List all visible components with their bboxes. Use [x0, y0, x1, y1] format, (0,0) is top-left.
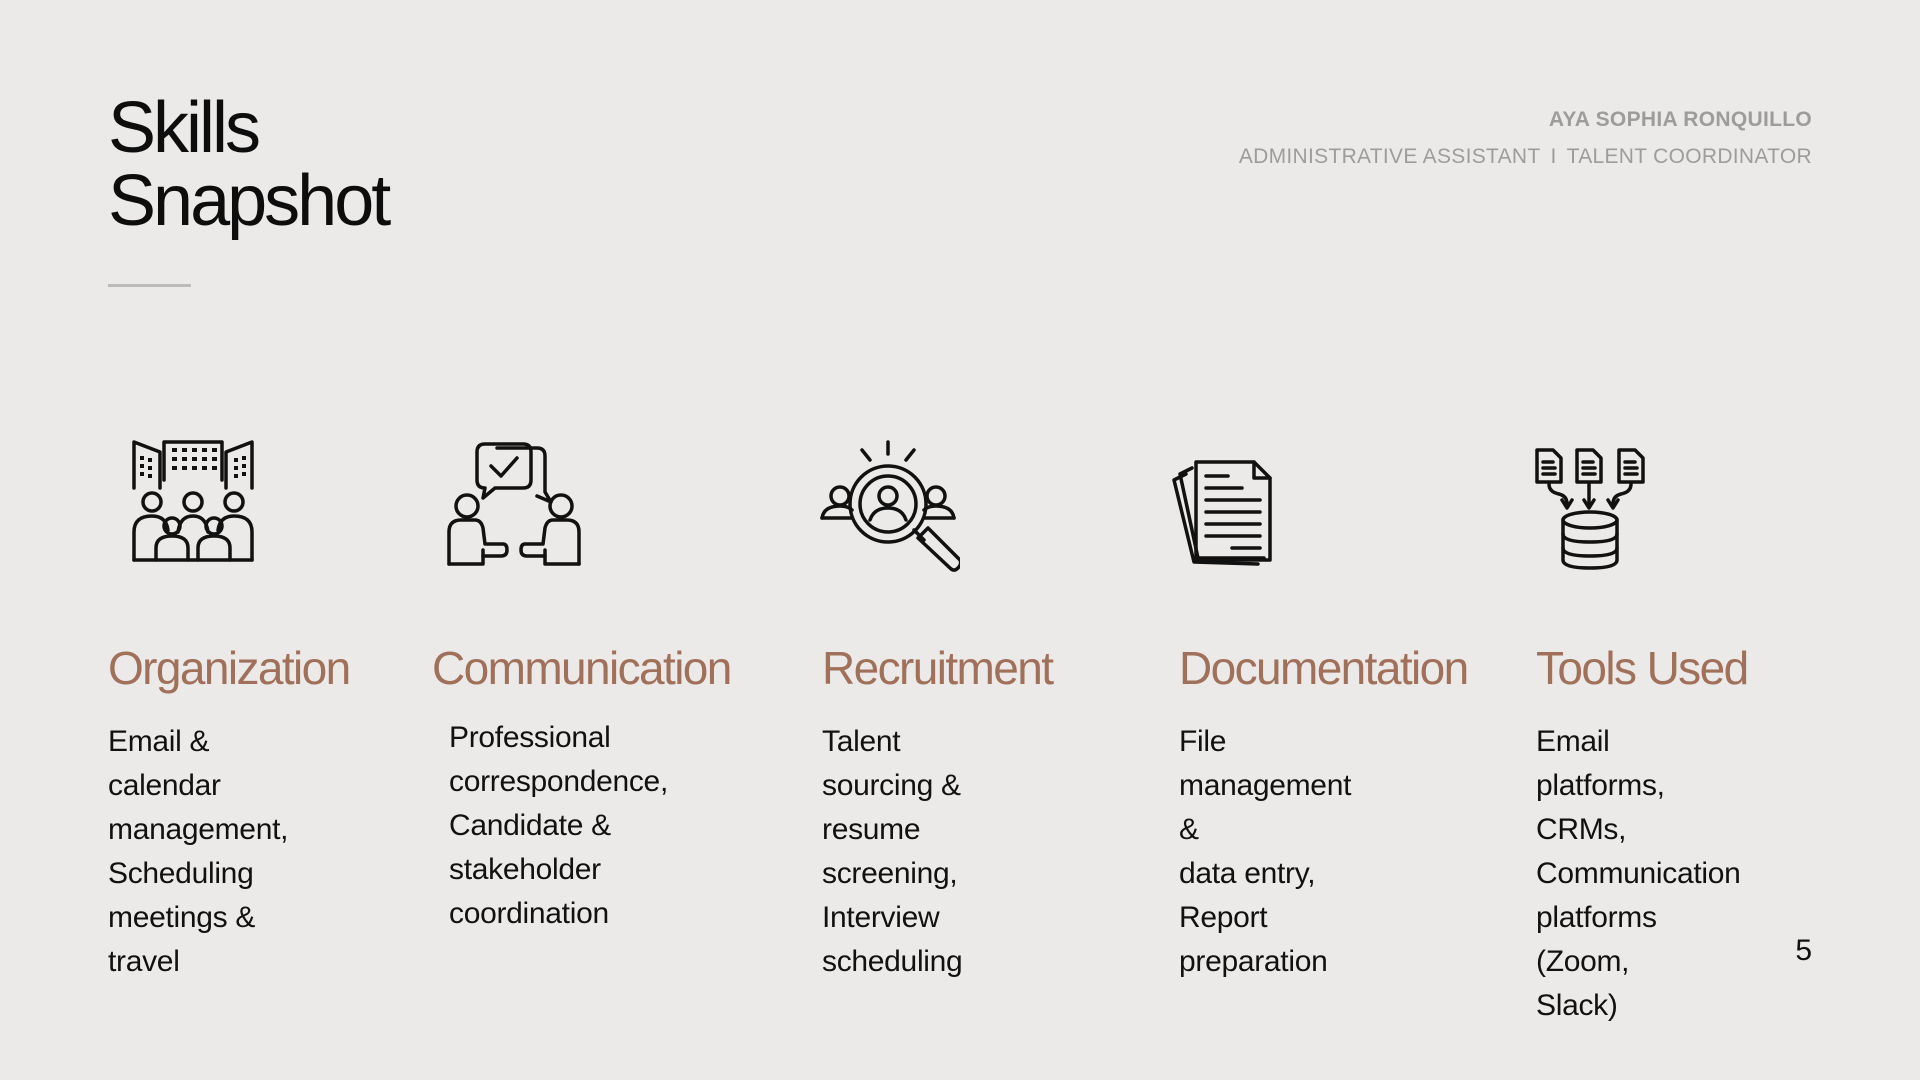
desc-line: correspondence, [449, 765, 668, 798]
desc-line: Candidate & stakeholder [449, 809, 611, 886]
files-to-database-icon [1535, 448, 1647, 572]
desc-line: Interview scheduling [822, 901, 963, 978]
title-line-2: Snapshot [108, 161, 391, 241]
role-admin-assistant: ADMINISTRATIVE ASSISTANT [1238, 145, 1541, 168]
desc-line: Email & calendar [108, 725, 221, 802]
page-number: 5 [1795, 934, 1812, 967]
desc-line: coordination [449, 897, 609, 930]
magnifier-people-icon [820, 440, 960, 572]
conversation-check-icon [447, 440, 581, 568]
skill-title-recruitment: Recruitment [822, 642, 1054, 694]
header-meta: AYA SOPHIA RONQUILLO ADMINISTRATIVE ASSI… [1239, 106, 1812, 171]
skill-title-organization: Organization [108, 642, 351, 694]
skill-desc-tools-used: Email platforms, CRMs, Communication pla… [1536, 720, 1741, 1028]
desc-line: Communication [1536, 857, 1741, 890]
title-line-1: Skills [108, 88, 261, 168]
desc-line: Talent sourcing & [822, 725, 961, 802]
skill-desc-organization: Email & calendar management, Scheduling … [108, 720, 288, 984]
skill-desc-recruitment: Talent sourcing & resume screening, Inte… [822, 720, 963, 984]
desc-line: Slack) [1536, 989, 1618, 1022]
presenter-roles: ADMINISTRATIVE ASSISTANT I TALENT COORDINA… [1239, 143, 1812, 171]
skill-desc-communication: Professional correspondence, Candidate &… [449, 716, 668, 936]
desc-line: preparation [1179, 945, 1328, 978]
role-separator: I [1550, 145, 1557, 168]
desc-line: platforms (Zoom, [1536, 901, 1657, 978]
team-buildings-icon [130, 436, 256, 564]
slide-title: Skills Snapshot [108, 88, 391, 241]
desc-line: management, [108, 813, 289, 846]
document-stack-icon [1172, 454, 1290, 572]
title-underline [108, 284, 191, 287]
desc-line: meetings & travel [108, 901, 256, 978]
role-talent-coordinator: TALENT COORDINATOR [1566, 145, 1812, 168]
skill-title-tools-used: Tools Used [1536, 642, 1749, 694]
presenter-name: AYA SOPHIA RONQUILLO [1548, 108, 1812, 131]
desc-line: Email platforms, [1536, 725, 1665, 802]
skill-desc-documentation: File management & data entry, Report pre… [1179, 720, 1351, 984]
desc-line: Professional [449, 721, 611, 754]
desc-line: data entry, Report [1179, 857, 1316, 934]
desc-line: resume screening, [822, 813, 958, 890]
desc-line: Scheduling [108, 857, 254, 890]
desc-line: CRMs, [1536, 813, 1627, 846]
desc-line: File management & [1179, 725, 1352, 846]
skill-title-documentation: Documentation [1179, 642, 1469, 694]
skill-title-communication: Communication [432, 642, 732, 694]
